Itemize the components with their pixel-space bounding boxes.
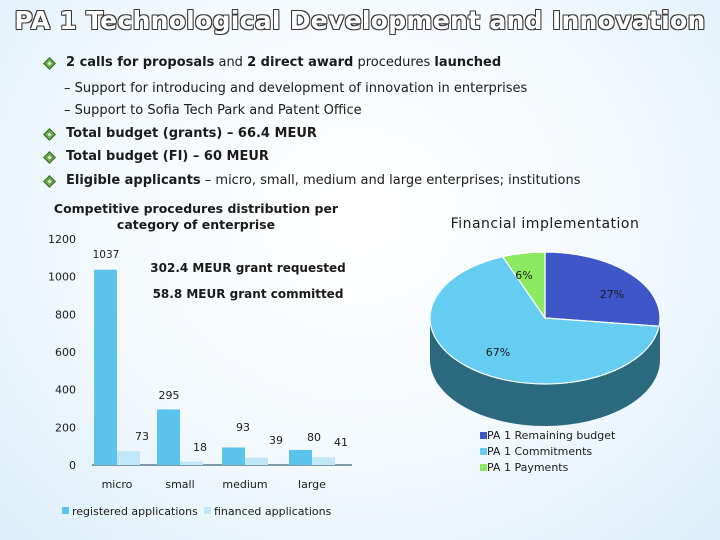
bar-chart-title-line: category of enterprise bbox=[117, 217, 275, 232]
legend-swatch bbox=[204, 507, 211, 514]
y-tick-label: 0 bbox=[69, 459, 76, 472]
legend-swatch bbox=[62, 507, 69, 514]
legend-label: financed applications bbox=[214, 505, 332, 518]
data-label-financed: 39 bbox=[269, 434, 283, 447]
bar-financed-micro bbox=[117, 451, 140, 465]
y-tick-label: 800 bbox=[55, 308, 76, 321]
annotation-committed: 58.8 MEUR grant committed bbox=[153, 287, 344, 301]
bar-financed-small bbox=[180, 461, 203, 465]
x-tick-label: small bbox=[165, 478, 194, 491]
bullet-eligible: Eligible applicants – micro, small, medi… bbox=[66, 173, 581, 188]
data-label-registered: 93 bbox=[236, 421, 250, 434]
data-label-registered: 80 bbox=[307, 431, 321, 444]
bar-registered-medium bbox=[222, 447, 245, 465]
y-tick-label: 1000 bbox=[48, 271, 76, 284]
legend-label: registered applications bbox=[72, 505, 198, 518]
bullet-eligible-rest: – micro, small, medium and large enterpr… bbox=[200, 173, 581, 188]
x-tick-label: medium bbox=[222, 478, 267, 491]
bar-registered-micro bbox=[94, 269, 117, 465]
data-label-financed: 18 bbox=[193, 441, 207, 454]
y-tick-label: 1200 bbox=[48, 233, 76, 246]
bullet-calls-part1: 2 calls for proposals bbox=[66, 55, 215, 70]
data-label-registered: 295 bbox=[159, 389, 180, 402]
subbullet-tech-park: – Support to Sofia Tech Park and Patent … bbox=[64, 103, 362, 118]
bullet-eligible-bold: Eligible applicants bbox=[66, 173, 201, 188]
y-tick-label: 600 bbox=[55, 346, 76, 359]
x-tick-label: large bbox=[298, 478, 326, 491]
bullet-calls-part4: procedures bbox=[353, 55, 435, 70]
x-tick-label: micro bbox=[102, 478, 133, 491]
bar-financed-large bbox=[312, 457, 335, 465]
bullet-calls: 2 calls for proposals and 2 direct award… bbox=[66, 55, 501, 70]
bar-financed-medium bbox=[245, 457, 268, 465]
y-tick-label: 200 bbox=[55, 421, 76, 434]
bar-registered-small bbox=[157, 409, 180, 465]
y-tick-label: 400 bbox=[55, 384, 76, 397]
bullet-calls-part2: and bbox=[214, 55, 248, 70]
data-label-financed: 73 bbox=[135, 430, 149, 443]
data-label-financed: 41 bbox=[334, 436, 348, 449]
bullet-budget-grants: Total budget (grants) – 66.4 MEUR bbox=[66, 126, 317, 141]
bullet-calls-part3: 2 direct award bbox=[247, 55, 354, 70]
slide-title: PA 1 Technological Development and Innov… bbox=[14, 6, 706, 35]
data-label-registered: 1037 bbox=[93, 249, 120, 261]
bullet-budget-fi: Total budget (FI) – 60 MEUR bbox=[66, 149, 269, 164]
annotation-requested: 302.4 MEUR grant requested bbox=[150, 261, 345, 275]
bar-registered-large bbox=[289, 449, 312, 465]
bar-chart-title-line: Competitive procedures distribution per bbox=[54, 201, 339, 216]
bullet-calls-part5: launched bbox=[434, 55, 502, 70]
subbullet-innovation: – Support for introducing and developmen… bbox=[64, 81, 528, 96]
